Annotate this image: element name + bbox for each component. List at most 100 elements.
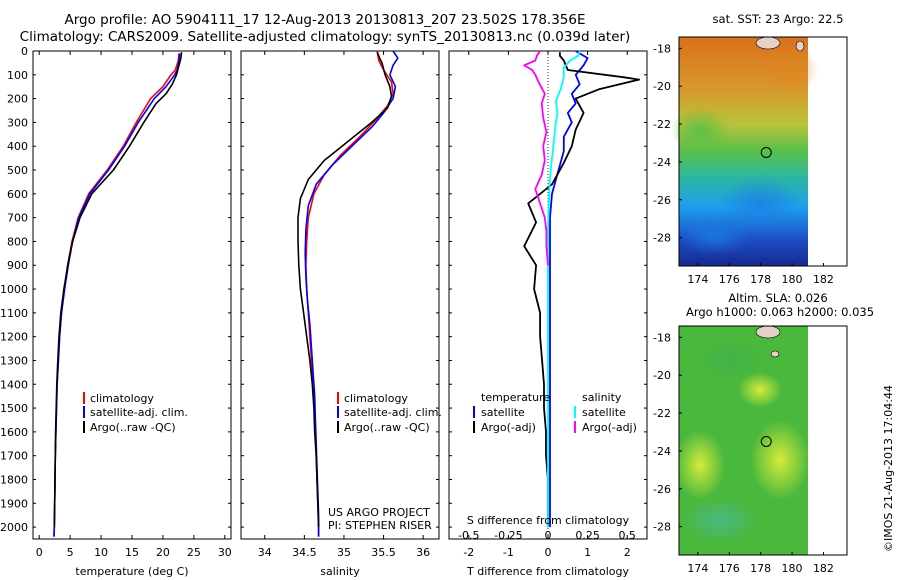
x-tick-label: 25: [187, 546, 201, 559]
x-tick-label: 10: [94, 546, 108, 559]
lat-tick-label: -22: [653, 118, 671, 131]
temperature-axis-label: temperature (deg C): [75, 565, 188, 578]
lon-tick-label: 178: [750, 562, 771, 575]
lat-tick-label: -24: [653, 445, 671, 458]
legend-argo-label: Argo(..raw -QC): [344, 421, 430, 434]
argo-float-marker: [760, 146, 772, 158]
sla-map-title: Altim. SLA: 0.026: [728, 291, 828, 305]
lat-tick-label: -20: [653, 369, 671, 382]
sla-map-axes: 174 176 178 180 182 -18 -20 -22 -24 -26 -28: [653, 331, 834, 575]
sst-blob: [762, 45, 818, 95]
x-tick-label: 1: [584, 546, 591, 559]
depth-tick-label: 1000: [0, 283, 28, 296]
depth-tick-label: 1600: [0, 426, 28, 439]
lon-tick-label: 182: [813, 273, 834, 286]
temperature-plot: 0 5 10 15 20 25 30: [36, 51, 232, 559]
depth-tick-label: 200: [7, 93, 28, 106]
legend-climatology-label: climatology: [90, 392, 154, 405]
x-tick-label: 30: [218, 546, 232, 559]
s-tick-label: 0.5: [618, 529, 636, 542]
sla-blob: [680, 498, 760, 542]
salinity-plot: 34 34.5 35 35.5 36: [258, 50, 430, 559]
x-tick-label: 35.5: [371, 546, 396, 559]
s-tick-label: 0.25: [575, 529, 600, 542]
depth-tick-label: 1500: [0, 402, 28, 415]
island: [770, 350, 780, 358]
sla-blob: [750, 420, 810, 500]
sla-map-subtitle: Argo h1000: 0.063 h2000: 0.035: [685, 305, 875, 319]
x-tick-label: 0: [545, 546, 552, 559]
depth-tick-label: 100: [7, 69, 28, 82]
fiji-island: [755, 325, 781, 339]
depth-axis: 0 100 200 300 400 500 600 700 800 900 1000 1100 1200…: [0, 45, 647, 534]
depth-tick-label: 800: [7, 235, 28, 248]
series-line-satellite: [547, 50, 581, 528]
series-line-argo-adj-: [523, 50, 549, 266]
sla-blob: [675, 430, 725, 500]
depth-tick-label: 300: [7, 116, 28, 129]
lon-tick-label: 178: [750, 273, 771, 286]
lat-tick-label: -18: [653, 331, 671, 344]
lat-tick-label: -20: [653, 80, 671, 93]
lat-tick-label: -18: [653, 42, 671, 55]
difference-plot: -2 -1 0 1 2 -0.5 -0.25 0 0.25 0.5: [458, 50, 640, 559]
depth-tick-label: 1100: [0, 307, 28, 320]
lon-tick-label: 180: [782, 273, 803, 286]
s-difference-axis-label: S difference from climatology: [467, 514, 630, 527]
legend-t-argo-label: Argo(-adj): [481, 421, 536, 434]
project-credit: US ARGO PROJECT: [328, 506, 430, 519]
pi-credit: PI: STEPHEN RISER: [328, 519, 432, 532]
lon-tick-label: 176: [719, 562, 740, 575]
depth-tick-label: 900: [7, 259, 28, 272]
sst-map-title: sat. SST: 23 Argo: 22.5: [712, 12, 844, 26]
lat-tick-label: -26: [653, 194, 671, 207]
series-line-climatology: [53, 53, 180, 537]
sst-blob: [720, 175, 800, 235]
depth-tick-label: 1800: [0, 473, 28, 486]
salinity-legend: climatology satellite-adj. clim. Argo(..…: [337, 392, 442, 434]
depth-tick-label: 400: [7, 140, 28, 153]
depth-tick-label: 1900: [0, 497, 28, 510]
depth-tick-label: 700: [7, 212, 28, 225]
series-line-satellite: [549, 50, 589, 528]
lon-tick-label: 174: [687, 273, 708, 286]
depth-tick-label: 2000: [0, 521, 28, 534]
x-tick-label: 36: [416, 546, 430, 559]
legend-salinity-title: salinity: [582, 391, 622, 404]
x-tick-label: 2: [624, 546, 631, 559]
sla-blob: [738, 372, 782, 408]
sla-map-frame: [678, 325, 848, 556]
s-tick-label: 0: [545, 529, 552, 542]
sla-blob: [695, 340, 765, 380]
x-tick-label: -2: [463, 546, 474, 559]
s-tick-label: -0.25: [494, 529, 522, 542]
depth-tick-label: 1300: [0, 354, 28, 367]
depth-tick-label: 600: [7, 188, 28, 201]
s-tick-label: -0.5: [458, 529, 479, 542]
sst-map: 174 176 178 180 182 -18 -20 -22 -24 -26 -28: [653, 36, 848, 286]
depth-tick-label: 1400: [0, 378, 28, 391]
fiji-island: [755, 36, 781, 50]
legend-s-argo-label: Argo(-adj): [582, 421, 637, 434]
temperature-legend: climatology satellite-adj. clim. Argo(..…: [83, 392, 188, 434]
legend-satellite-label: satellite-adj. clim.: [90, 406, 188, 419]
series-line-argo-raw-qc-: [53, 52, 183, 528]
lat-tick-label: -26: [653, 483, 671, 496]
sst-blob: [670, 108, 730, 152]
series-line-climatology: [305, 50, 394, 537]
legend-s-satellite-label: satellite: [582, 406, 626, 419]
imos-footer: ©IMOS 21-Aug-2013 17:04:44: [882, 385, 895, 552]
lat-tick-label: -24: [653, 156, 671, 169]
x-tick-label: 34: [258, 546, 272, 559]
salinity-axis-label: salinity: [320, 565, 360, 578]
depth-tick-label: 500: [7, 164, 28, 177]
sst-map-frame: [678, 36, 848, 267]
lat-tick-label: -28: [653, 232, 671, 245]
legend-argo-label: Argo(..raw -QC): [90, 421, 176, 434]
series-line-argo-adj-: [523, 52, 640, 528]
figure-title-line-2: Climatology: CARS2009. Satellite-adjuste…: [19, 29, 631, 45]
depth-tick-label: 1200: [0, 331, 28, 344]
x-tick-label: 0: [36, 546, 43, 559]
t-difference-axis-label: T difference from climatology: [466, 565, 629, 578]
argo-float-marker: [760, 435, 772, 447]
